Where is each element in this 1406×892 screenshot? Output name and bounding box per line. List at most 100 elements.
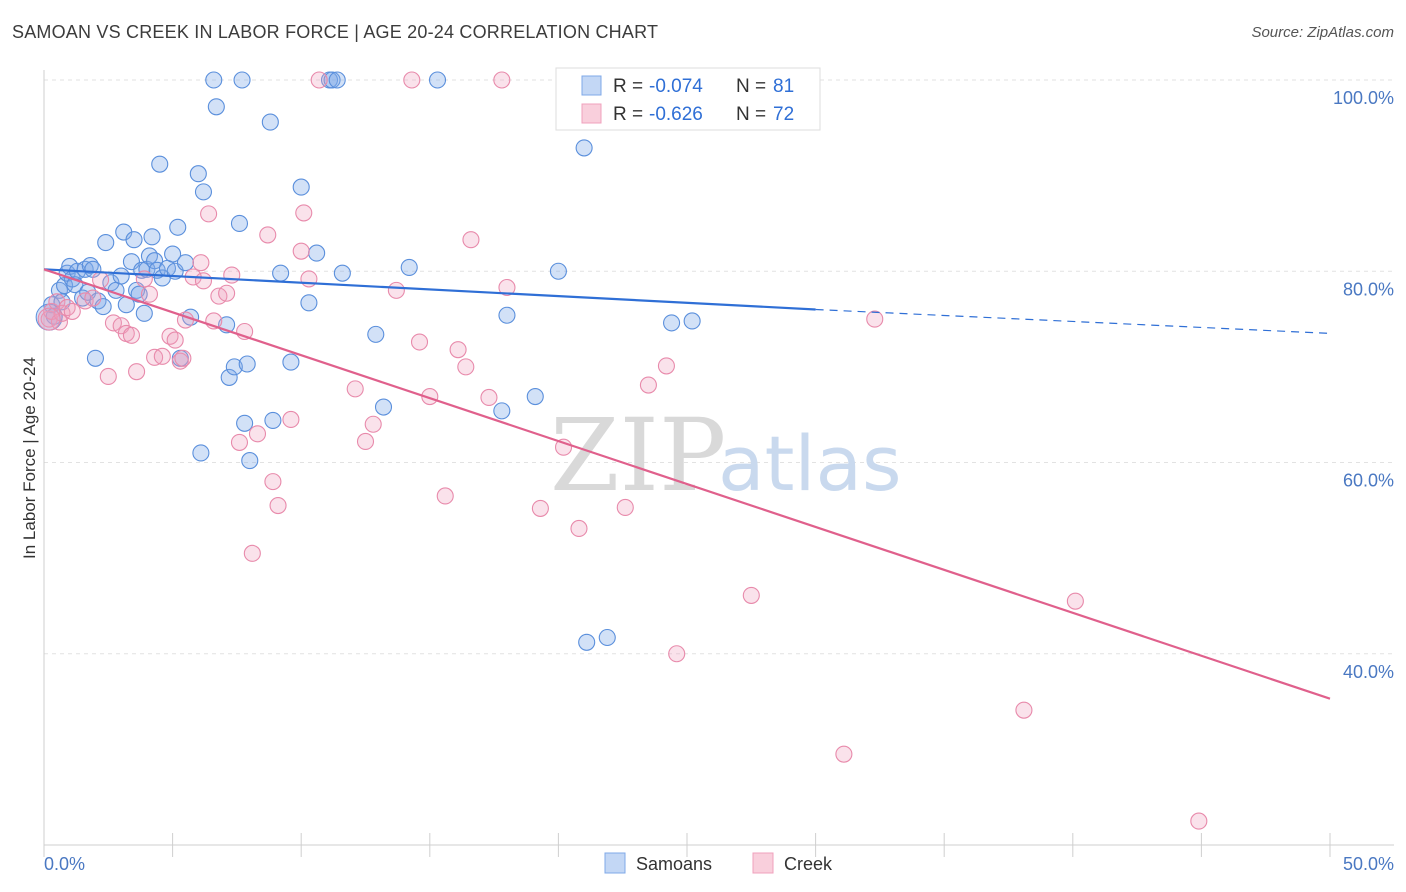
samoans-point-57 [261, 113, 279, 131]
samoans-point-50 [220, 368, 238, 386]
samoans-point-59 [272, 264, 290, 282]
creek-point-53 [457, 358, 475, 376]
creek-point-38 [264, 473, 282, 491]
creek-point-14 [122, 326, 140, 344]
legend-n-value-1: 81 [773, 76, 794, 97]
creek-point-61 [616, 498, 634, 516]
samoans-point-33 [146, 252, 164, 270]
samoans-point-31 [140, 247, 159, 265]
y-tick-label-0: 100.0% [1333, 88, 1394, 108]
samoans-point-60 [282, 353, 300, 371]
x-tick-label-1: 50.0% [1343, 854, 1394, 874]
samoans-point-68 [367, 325, 385, 343]
legend-r-label-2: R = [613, 104, 643, 125]
creek-point-39 [269, 496, 287, 515]
creek-point-66 [835, 745, 853, 763]
creek-point-56 [493, 71, 511, 89]
y-tick-labels: 100.0% 80.0% 60.0% 40.0% [1333, 88, 1394, 682]
creek-point-47 [387, 281, 405, 299]
creek-point-54 [462, 231, 480, 249]
creek-cluster-point [37, 307, 61, 331]
legend-n-label-2: N = [736, 104, 766, 125]
samoans-point-74 [526, 387, 544, 406]
creek-point-40 [282, 410, 300, 429]
creek-point-65 [742, 586, 760, 604]
samoans-point-40 [169, 218, 187, 236]
creek-point-15 [128, 363, 146, 381]
bottom-legend-label-creek: Creek [784, 854, 833, 874]
samoans-point-62 [300, 294, 318, 312]
samoans-trend-extension [815, 308, 1331, 335]
creek-point-35 [243, 544, 261, 562]
creek-point-45 [356, 432, 375, 451]
creek-point-62 [639, 376, 657, 394]
creek-point-57 [498, 278, 516, 297]
samoans-point-58 [264, 411, 282, 429]
creek-point-48 [403, 71, 421, 89]
bottom-legend-swatch-samoans [604, 852, 626, 874]
legend-swatch-samoans [581, 75, 602, 96]
legend-n-label-1: N = [736, 76, 766, 97]
samoans-point-35 [151, 155, 169, 173]
creek-point-22 [171, 352, 189, 370]
samoans-point-53 [238, 355, 256, 373]
samoans-point-65 [323, 71, 341, 89]
legend-r-value-1: -0.074 [649, 76, 703, 97]
creek-point-21 [166, 331, 184, 349]
source-label: Source: ZipAtlas.com [1251, 24, 1394, 41]
creek-point-51 [436, 487, 454, 505]
samoans-point-51 [225, 358, 243, 376]
creek-point-55 [480, 388, 498, 407]
creek-point-44 [346, 380, 364, 398]
samoans-point-72 [493, 402, 511, 420]
samoans-point-71 [428, 71, 447, 89]
correlation-legend: R = -0.074 N = 81 R = -0.626 N = 72 [555, 67, 821, 131]
samoans-point-21 [112, 267, 130, 285]
samoans-point-25 [125, 231, 143, 249]
creek-point-33 [230, 433, 249, 451]
samoans-point-63 [308, 244, 326, 262]
samoans-point-70 [400, 258, 418, 276]
legend-swatch-creek [581, 103, 602, 124]
creek-point-23 [174, 349, 192, 367]
creek-point-19 [153, 347, 171, 365]
samoans-point-52 [230, 214, 249, 232]
creek-point-52 [449, 341, 467, 359]
creek-point-27 [194, 272, 213, 290]
creek-point-58 [531, 499, 549, 517]
creek-point-28 [200, 205, 218, 223]
samoans-trend-line [43, 268, 816, 311]
creek-point-6 [63, 302, 81, 320]
creek-point-26 [192, 254, 210, 272]
creek-point-10 [99, 367, 117, 385]
creek-point-41 [292, 242, 310, 260]
creek-trend-line [43, 268, 1331, 700]
creek-point-46 [364, 415, 382, 433]
series-creek [37, 71, 1208, 830]
samoans-point-66 [328, 71, 346, 89]
samoans-point-55 [236, 414, 254, 432]
creek-point-67 [866, 310, 884, 328]
creek-point-37 [259, 226, 277, 244]
samoans-point-56 [233, 71, 251, 89]
creek-point-49 [410, 333, 429, 351]
y-axis-label: In Labor Force | Age 20-24 [20, 357, 39, 559]
creek-point-70 [1190, 812, 1208, 830]
bottom-legend-swatch-creek [752, 852, 774, 874]
x-tick-label-0: 0.0% [44, 854, 85, 874]
y-tick-label-1: 80.0% [1343, 279, 1394, 299]
samoans-point-54 [241, 452, 259, 470]
samoans-point-77 [578, 633, 596, 651]
samoans-point-61 [292, 178, 310, 196]
trend-lines [43, 268, 1331, 700]
creek-point-42 [295, 204, 313, 222]
creek-point-63 [657, 357, 675, 375]
samoans-point-45 [192, 444, 210, 462]
samoans-point-78 [598, 628, 616, 647]
x-tick-labels: 0.0% 50.0% [44, 854, 1394, 874]
series-legend: Samoans Creek [604, 852, 833, 874]
samoans-point-80 [683, 312, 701, 330]
creek-point-60 [570, 519, 588, 538]
y-tick-label-2: 60.0% [1343, 471, 1394, 491]
